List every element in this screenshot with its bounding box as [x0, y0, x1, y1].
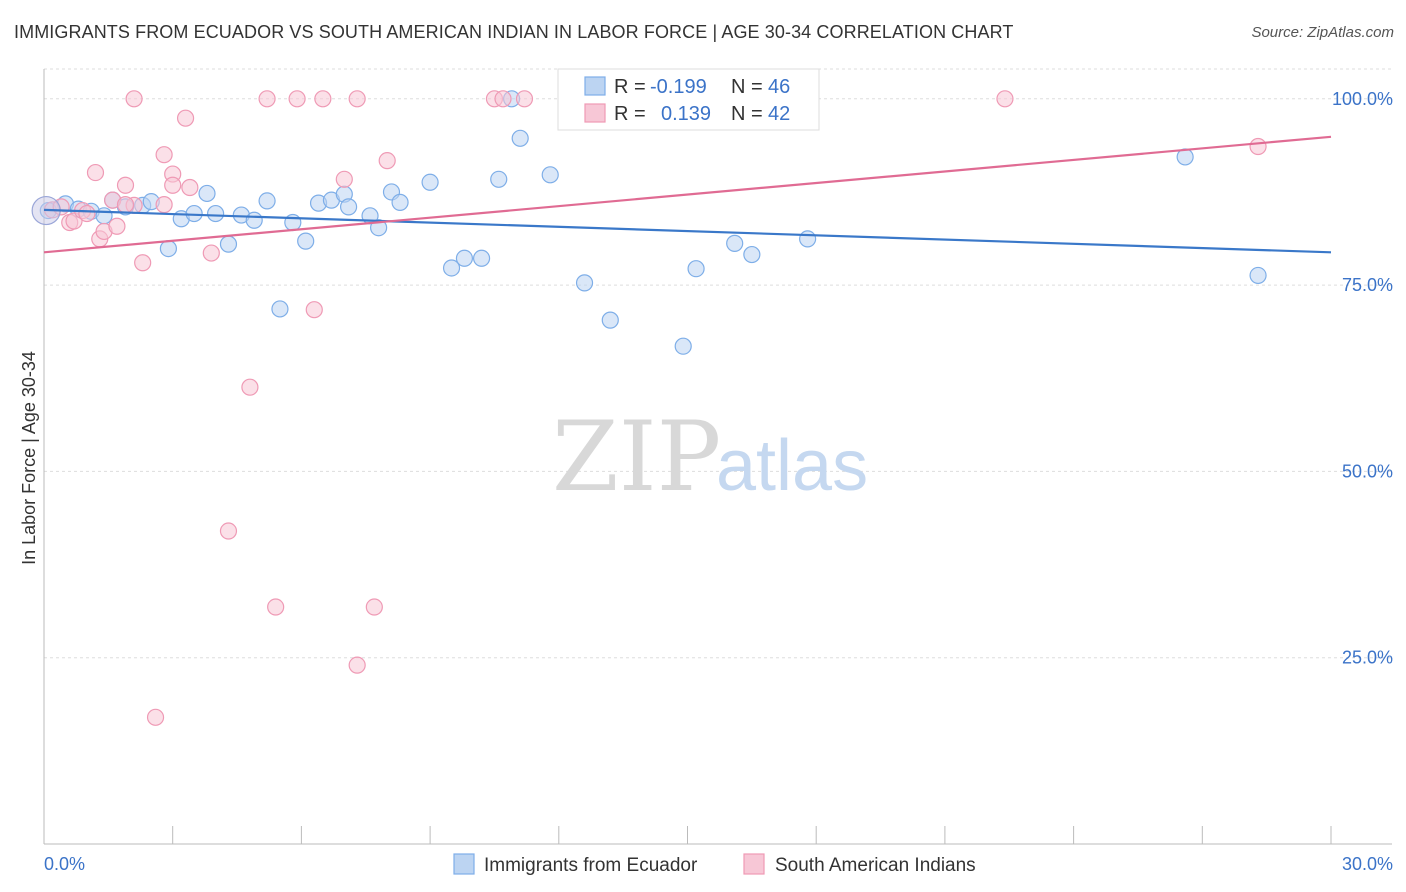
- point-south-american-indians: [348, 656, 366, 674]
- point-south-american-indians: [515, 90, 534, 108]
- series2-swatch: [584, 103, 606, 123]
- point-ecuador: [159, 239, 178, 258]
- point-ecuador: [297, 232, 315, 250]
- point-south-american-indians: [996, 90, 1014, 108]
- point-south-american-indians: [134, 254, 152, 272]
- point-ecuador: [799, 230, 817, 248]
- point-south-american-indians: [116, 176, 135, 194]
- y-tick-label: 75.0%: [1342, 275, 1393, 295]
- point-ecuador: [455, 249, 474, 267]
- watermark: ZIP atlas: [552, 401, 868, 513]
- point-ecuador: [601, 311, 619, 329]
- x-tick-label: 30.0%: [1342, 854, 1393, 874]
- point-south-american-indians: [219, 522, 238, 540]
- point-south-american-indians: [146, 708, 165, 726]
- series2-r-label: R =: [614, 103, 646, 125]
- point-south-american-indians: [365, 598, 383, 616]
- point-ecuador: [95, 207, 113, 225]
- point-ecuador: [687, 260, 705, 278]
- point-south-american-indians: [314, 90, 332, 108]
- point-ecuador: [472, 249, 491, 267]
- point-south-american-indians: [494, 90, 512, 108]
- point-south-american-indians: [125, 90, 143, 108]
- point-ecuador: [339, 198, 358, 216]
- point-south-american-indians: [378, 152, 396, 170]
- point-south-american-indians: [164, 176, 182, 194]
- legend-swatch-south-american-indians: [743, 853, 765, 875]
- point-south-american-indians: [86, 163, 105, 182]
- point-ecuador: [1249, 266, 1267, 285]
- legend-swatch-ecuador: [453, 853, 475, 875]
- point-ecuador: [207, 204, 225, 223]
- series1-n-label: N =: [731, 76, 763, 98]
- data-points: [31, 90, 1267, 726]
- series1-r-value: -0.199: [650, 76, 707, 98]
- trend-line-ecuador: [43, 208, 1332, 254]
- legend-label-south-american-indians: South American Indians: [775, 855, 976, 876]
- y-tick-label: 50.0%: [1342, 461, 1393, 481]
- series2-n-value: 42: [768, 103, 790, 125]
- point-ecuador: [421, 173, 439, 191]
- chart-title: IMMIGRANTS FROM ECUADOR VS SOUTH AMERICA…: [14, 22, 1014, 42]
- point-ecuador: [258, 192, 276, 210]
- point-ecuador: [674, 337, 692, 355]
- y-tick-label: 25.0%: [1342, 648, 1393, 668]
- point-ecuador: [219, 235, 238, 253]
- point-ecuador: [575, 274, 594, 292]
- y-axis-label: In Labor Force | Age 30-34: [19, 351, 39, 565]
- point-ecuador: [198, 184, 216, 203]
- point-south-american-indians: [348, 90, 366, 108]
- point-ecuador: [245, 211, 263, 229]
- point-south-american-indians: [155, 146, 173, 164]
- trend-line-south-american-indians: [43, 135, 1332, 254]
- series1-swatch: [584, 76, 606, 96]
- point-south-american-indians: [1249, 137, 1267, 156]
- series-legend: Immigrants from Ecuador South American I…: [453, 853, 976, 876]
- watermark-atlas: atlas: [716, 426, 868, 506]
- point-south-american-indians: [181, 178, 199, 197]
- point-ecuador: [541, 166, 559, 184]
- point-south-american-indians: [108, 217, 126, 235]
- point-south-american-indians: [241, 378, 259, 396]
- series2-r-value: 0.139: [661, 103, 711, 125]
- watermark-zip: ZIP: [552, 401, 721, 513]
- point-south-american-indians: [258, 90, 276, 108]
- point-south-american-indians: [155, 196, 173, 214]
- point-ecuador: [726, 234, 744, 252]
- point-south-american-indians: [335, 170, 353, 188]
- series1-r-label: R =: [614, 76, 646, 98]
- point-south-american-indians: [116, 196, 135, 214]
- point-ecuador: [271, 300, 289, 318]
- point-south-american-indians: [305, 301, 323, 319]
- point-ecuador: [743, 245, 761, 264]
- point-south-american-indians: [78, 204, 96, 223]
- stats-legend: R = -0.199 N = 46 R = 0.139 N = 42: [557, 68, 820, 131]
- point-ecuador: [511, 129, 529, 147]
- point-ecuador: [490, 170, 508, 188]
- point-south-american-indians: [288, 90, 306, 108]
- point-ecuador: [391, 193, 409, 211]
- point-south-american-indians: [267, 598, 285, 616]
- y-tick-label: 100.0%: [1332, 89, 1393, 109]
- series2-n-label: N =: [731, 103, 763, 125]
- tick-labels: 25.0% 50.0% 75.0% 100.0% 0.0% 30.0%: [44, 89, 1393, 874]
- series1-n-value: 46: [768, 76, 790, 98]
- trend-lines: [43, 135, 1332, 254]
- legend-label-ecuador: Immigrants from Ecuador: [484, 855, 698, 876]
- point-south-american-indians: [202, 244, 220, 262]
- source-credit: Source: ZipAtlas.com: [1251, 24, 1394, 41]
- point-ecuador: [442, 259, 461, 277]
- point-south-american-indians: [176, 109, 195, 127]
- x-tick-label: 0.0%: [44, 854, 85, 874]
